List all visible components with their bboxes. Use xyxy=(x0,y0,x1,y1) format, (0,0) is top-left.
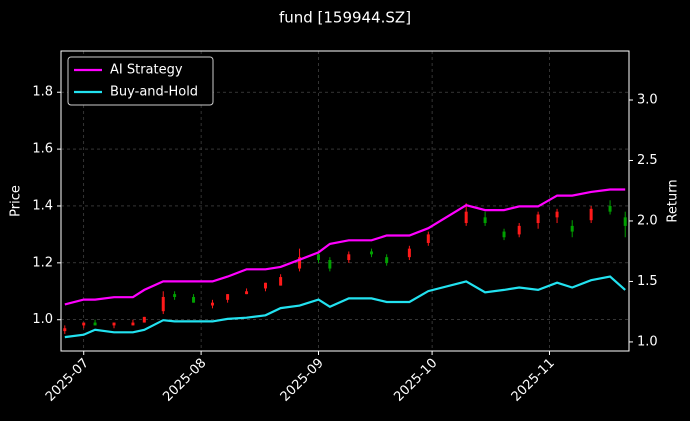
y-axis-label: Price xyxy=(9,185,24,217)
candle-body xyxy=(347,254,351,261)
candle-body xyxy=(161,296,165,312)
candle-body xyxy=(483,217,487,224)
candle-body xyxy=(589,208,593,221)
series-line xyxy=(64,275,626,339)
legend-box xyxy=(67,56,214,106)
candle-body xyxy=(555,211,559,218)
candle-body xyxy=(279,277,283,286)
y2-tick-label: 3.0 xyxy=(637,92,658,107)
chart-title: fund [159944.SZ] xyxy=(279,9,411,27)
candle-body xyxy=(426,234,430,243)
candle-body xyxy=(385,257,389,263)
y-tick-label: 1.4 xyxy=(32,198,53,213)
plot-frame xyxy=(60,50,630,352)
candle-body xyxy=(570,225,574,232)
y2-tick-label: 1.5 xyxy=(637,274,658,289)
candle-body xyxy=(608,205,612,212)
y-tick-label: 1.0 xyxy=(32,312,53,327)
y2-tick-label: 1.0 xyxy=(637,334,658,349)
legend-label: AI Strategy xyxy=(110,63,183,78)
candle-body xyxy=(93,322,97,326)
candle-body xyxy=(263,282,267,289)
candle-body xyxy=(82,322,86,326)
candle-body xyxy=(142,316,146,323)
y2-axis-label: Return xyxy=(666,179,681,222)
candle-body xyxy=(245,291,249,295)
candle-body xyxy=(328,260,332,269)
candle-body xyxy=(536,214,540,224)
candle-body xyxy=(63,328,67,332)
candle-body xyxy=(210,302,214,306)
candle-body xyxy=(316,254,320,261)
y-tick-label: 1.8 xyxy=(32,85,53,100)
candle-body xyxy=(464,211,468,224)
candle-body xyxy=(370,251,374,255)
y-tick-label: 1.6 xyxy=(32,142,53,157)
candle-body xyxy=(112,322,116,326)
candle-body xyxy=(517,225,521,235)
candle-body xyxy=(298,257,302,269)
candle-body xyxy=(192,296,196,303)
candle-body xyxy=(502,231,506,238)
candle-body xyxy=(173,294,177,297)
y2-tick-label: 2.0 xyxy=(637,213,658,228)
candle-body xyxy=(131,322,135,326)
candle-body xyxy=(226,294,230,300)
legend-label: Buy-and-Hold xyxy=(110,85,198,100)
y-tick-label: 1.2 xyxy=(32,255,53,270)
candle-body xyxy=(407,248,411,258)
y2-tick-label: 2.5 xyxy=(637,153,658,168)
candle-body xyxy=(623,217,627,226)
series-line xyxy=(64,188,626,306)
